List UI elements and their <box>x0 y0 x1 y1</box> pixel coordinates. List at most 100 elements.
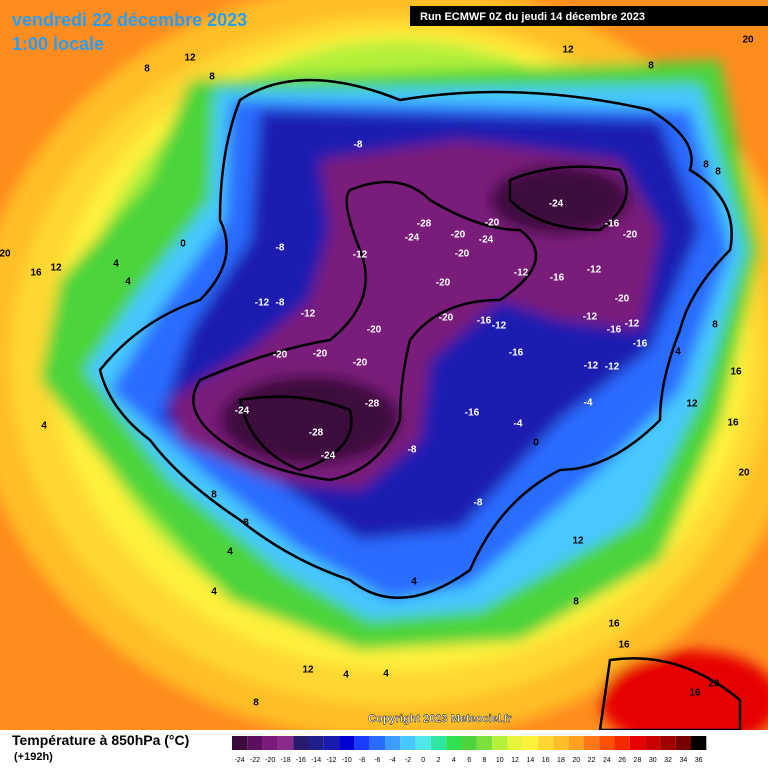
contour-label: 0 <box>533 438 539 449</box>
legend-swatch <box>232 736 248 750</box>
legend-label: 24 <box>603 757 611 764</box>
legend-label: 36 <box>695 757 703 764</box>
legend-swatch <box>323 736 340 750</box>
contour-label: -28 <box>417 219 432 230</box>
legend-label: 2 <box>437 757 441 764</box>
legend-swatch <box>415 736 431 750</box>
contour-label: -20 <box>623 230 638 241</box>
legend-swatch <box>492 736 508 750</box>
contour-label: 16 <box>727 418 739 429</box>
contour-label: 12 <box>572 536 584 547</box>
legend-swatch <box>538 736 554 750</box>
legend-label: 26 <box>618 757 626 764</box>
legend-label: 16 <box>542 757 550 764</box>
contour-label: 16 <box>730 367 742 378</box>
color-legend: -24 -22 -20 -18 -16 -14 -12 -10 -8 -6 -4 -2 0 2 4 6 8 10 1… <box>232 736 707 764</box>
contour-label: 4 <box>343 670 349 681</box>
legend-swatch <box>476 736 493 750</box>
contour-label: -20 <box>485 218 500 229</box>
legend-swatch <box>660 736 676 750</box>
contour-label: -28 <box>365 399 380 410</box>
contour-label: -24 <box>405 233 420 244</box>
legend-label: -22 <box>250 757 260 764</box>
legend-label: 30 <box>649 757 657 764</box>
contour-label: 8 <box>703 160 709 171</box>
contour-label: -12 <box>605 362 620 373</box>
contour-label: 4 <box>113 259 119 270</box>
legend-label: 6 <box>467 757 471 764</box>
contour-label: 12 <box>302 665 314 676</box>
legend-label: -18 <box>280 757 290 764</box>
legend-swatch <box>553 736 569 750</box>
legend-label: 0 <box>421 757 425 764</box>
footer-lead: (+192h) <box>14 751 53 763</box>
contour-label: -12 <box>583 312 598 323</box>
legend-swatch <box>339 736 355 750</box>
contour-label: -24 <box>235 406 250 417</box>
legend-swatch <box>691 736 707 750</box>
contour-label: 20 <box>738 468 750 479</box>
contour-label: 8 <box>144 64 150 75</box>
legend-label: -16 <box>296 757 306 764</box>
contour-label: -24 <box>549 199 564 210</box>
legend-label: -6 <box>374 757 380 764</box>
contour-label: -16 <box>465 408 480 419</box>
contour-label: 20 <box>0 249 11 260</box>
legend-label: 18 <box>557 757 565 764</box>
contour-label: 16 <box>30 268 42 279</box>
contour-label: 8 <box>715 167 721 178</box>
contour-label: 8 <box>712 320 718 331</box>
legend-swatch <box>522 736 538 750</box>
legend-label: 14 <box>526 757 534 764</box>
contour-label: -20 <box>439 313 454 324</box>
contour-label: -16 <box>607 325 622 336</box>
contour-label: -16 <box>477 316 492 327</box>
legend-label: 4 <box>452 757 456 764</box>
legend-swatch <box>507 736 523 750</box>
legend-label: 22 <box>588 757 596 764</box>
contour-label: -20 <box>313 349 328 360</box>
legend-swatch <box>430 736 447 750</box>
legend-label: -2 <box>405 757 411 764</box>
contour-label: -8 <box>276 243 285 254</box>
legend-swatch <box>614 736 630 750</box>
legend-label: -4 <box>390 757 396 764</box>
legend-label: -8 <box>359 757 365 764</box>
contour-label: -4 <box>584 398 593 409</box>
contour-label: 16 <box>689 688 701 699</box>
legend-swatch <box>400 736 416 750</box>
contour-label: -16 <box>633 339 648 350</box>
contour-label: 12 <box>562 45 574 56</box>
legend-label: -12 <box>326 757 336 764</box>
contour-label: 8 <box>211 490 217 501</box>
contour-label: -24 <box>321 451 336 462</box>
contour-label: -20 <box>615 294 630 305</box>
legend-swatch <box>645 736 661 750</box>
contour-label: 0 <box>180 239 186 250</box>
legend-swatch <box>583 736 600 750</box>
contour-label: 12 <box>686 399 698 410</box>
contour-label: 4 <box>675 347 681 358</box>
contour-label: -16 <box>509 348 524 359</box>
contour-label: -12 <box>353 250 368 261</box>
legend-swatch <box>262 736 278 750</box>
contour-label: 20 <box>742 35 754 46</box>
contour-label: -20 <box>353 358 368 369</box>
contour-label: -12 <box>301 309 316 320</box>
contour-label: 8 <box>243 518 249 529</box>
legend-swatch <box>308 736 324 750</box>
contour-label: -12 <box>584 361 599 372</box>
legend-label: 28 <box>634 757 642 764</box>
legend-label: -14 <box>311 757 321 764</box>
legend-label: 32 <box>664 757 672 764</box>
contour-label: 8 <box>573 597 579 608</box>
contour-label: -12 <box>625 319 640 330</box>
contour-label: -12 <box>587 265 602 276</box>
contour-label: 4 <box>383 669 389 680</box>
contour-label: -8 <box>474 498 483 509</box>
legend-swatch <box>247 736 263 750</box>
contour-label: -20 <box>367 325 382 336</box>
contour-label: -16 <box>605 219 620 230</box>
